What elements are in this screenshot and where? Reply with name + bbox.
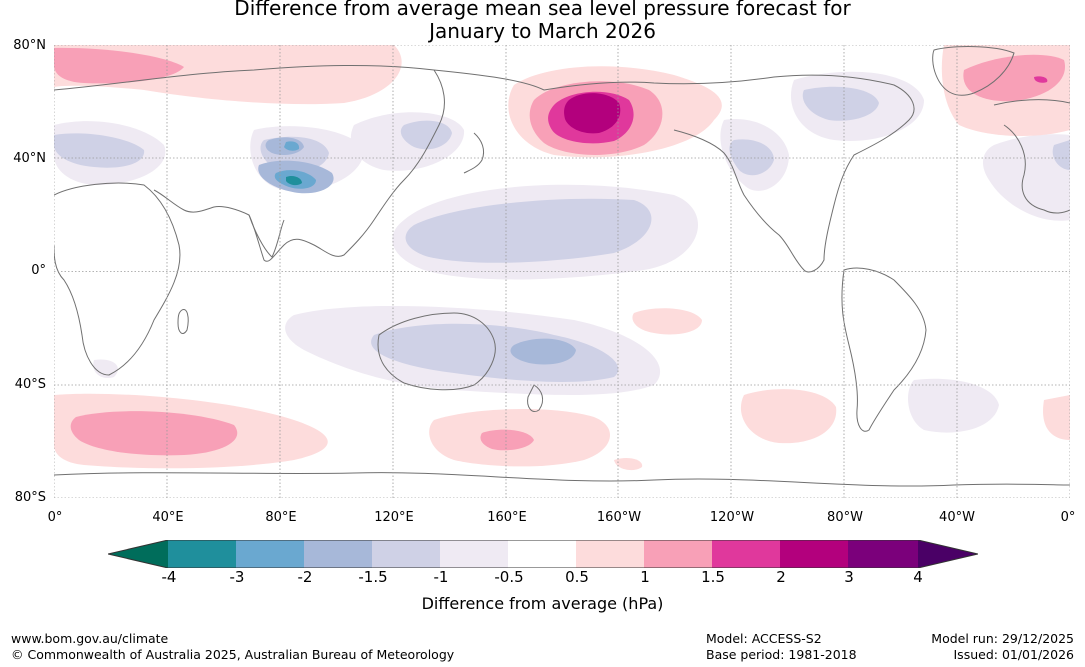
moderate-negative-anomaly-layer bbox=[54, 86, 1070, 382]
colorbar-tick: 1.5 bbox=[701, 568, 725, 586]
lon-label-80e: 80°E bbox=[265, 510, 297, 525]
coastlines bbox=[54, 46, 1070, 487]
colorbar-tick: -0.5 bbox=[494, 568, 524, 586]
colorbar-tick: -1 bbox=[433, 568, 449, 586]
colorbar-tick: -4 bbox=[161, 568, 177, 586]
colorbar-bin-m4-m3 bbox=[168, 540, 236, 568]
chart-title: Difference from average mean sea level p… bbox=[0, 0, 1085, 43]
lon-label-80w: 80°W bbox=[827, 510, 863, 525]
colorbar-tick: -2 bbox=[297, 568, 313, 586]
lon-label-120e: 120°E bbox=[374, 510, 414, 525]
japan-coast bbox=[463, 132, 485, 174]
south-america-coast bbox=[841, 267, 927, 432]
map-canvas bbox=[54, 45, 1070, 498]
colorbar-tick: 2 bbox=[776, 568, 786, 586]
colorbar-bin-m05-05 bbox=[508, 540, 576, 568]
colorbar-tick: 4 bbox=[913, 568, 923, 586]
lat-label-40n: 40°N bbox=[13, 151, 46, 166]
colorbar-label: Difference from average (hPa) bbox=[421, 594, 664, 613]
colorbar-bin-m2-m15 bbox=[304, 540, 372, 568]
lon-label-120w: 120°W bbox=[709, 510, 755, 525]
title-line-1: Difference from average mean sea level p… bbox=[234, 0, 851, 20]
africa-coast bbox=[54, 182, 181, 376]
colorbar-tick: 1 bbox=[640, 568, 650, 586]
pressure-anomaly-map bbox=[54, 45, 1070, 498]
colorbar-tick: 3 bbox=[844, 568, 854, 586]
colorbar-bin-p2-3 bbox=[780, 540, 848, 568]
lon-label-40e: 40°E bbox=[152, 510, 184, 525]
greenland-coast bbox=[932, 46, 1015, 96]
eurasia-coast bbox=[54, 64, 545, 262]
lon-label-0-right: 0° bbox=[1060, 510, 1076, 525]
colorbar-above-max bbox=[918, 540, 978, 568]
colorbar-below-min bbox=[108, 540, 168, 568]
new-zealand-coast bbox=[527, 384, 544, 412]
lat-label-40s: 40°S bbox=[14, 377, 46, 392]
lon-label-40w: 40°W bbox=[939, 510, 975, 525]
lat-label-80s: 80°S bbox=[14, 490, 46, 505]
colorbar-bin-m3-m2 bbox=[236, 540, 304, 568]
graticule bbox=[54, 45, 1070, 498]
colorbar-tick: -1.5 bbox=[358, 568, 388, 586]
footer-issued: Issued: 01/01/2026 bbox=[953, 647, 1075, 662]
lon-label-160w: 160°W bbox=[596, 510, 642, 525]
north-america-coast bbox=[543, 74, 915, 273]
lon-label-0-left: 0° bbox=[47, 510, 63, 525]
footer-dates: Model run: 29/12/2025 Issued: 01/01/2026 bbox=[931, 631, 1074, 663]
colorbar-bin-p3-4 bbox=[848, 540, 918, 568]
colorbar bbox=[108, 540, 978, 568]
colorbar-bin-p1-15 bbox=[644, 540, 712, 568]
india-coast bbox=[248, 214, 285, 258]
colorbar-bin-p15-2 bbox=[712, 540, 780, 568]
madagascar-coast bbox=[177, 308, 189, 334]
lon-label-160e: 160°E bbox=[487, 510, 527, 525]
colorbar-bin-m1-m05 bbox=[440, 540, 508, 568]
australia-coast bbox=[377, 312, 496, 391]
lat-label-80n: 80°N bbox=[13, 38, 46, 53]
footer-model-info: Model: ACCESS-S2 Base period: 1981-2018 bbox=[706, 631, 857, 663]
antarctica-coast bbox=[54, 472, 1070, 487]
colorbar-bin-p05-1 bbox=[576, 540, 644, 568]
title-line-2: January to March 2026 bbox=[429, 19, 656, 43]
footer-url: www.bom.gov.au/climate bbox=[11, 631, 169, 646]
footer-left: www.bom.gov.au/climate © Commonwealth of… bbox=[11, 631, 454, 663]
extreme-negative-anomaly-layer bbox=[286, 175, 302, 186]
footer-base-period: Base period: 1981-2018 bbox=[706, 647, 857, 662]
footer-model: Model: ACCESS-S2 bbox=[706, 631, 822, 646]
footer-model-run: Model run: 29/12/2025 bbox=[931, 631, 1074, 646]
europe-coast bbox=[993, 99, 1070, 214]
colorbar-bin-m15-m1 bbox=[372, 540, 440, 568]
colorbar-tick: -3 bbox=[229, 568, 245, 586]
footer-copyright: © Commonwealth of Australia 2025, Austra… bbox=[11, 647, 455, 662]
colorbar-tick: 0.5 bbox=[565, 568, 589, 586]
very-strong-positive-anomaly-layer bbox=[564, 93, 621, 134]
lat-label-equator: 0° bbox=[31, 263, 46, 278]
